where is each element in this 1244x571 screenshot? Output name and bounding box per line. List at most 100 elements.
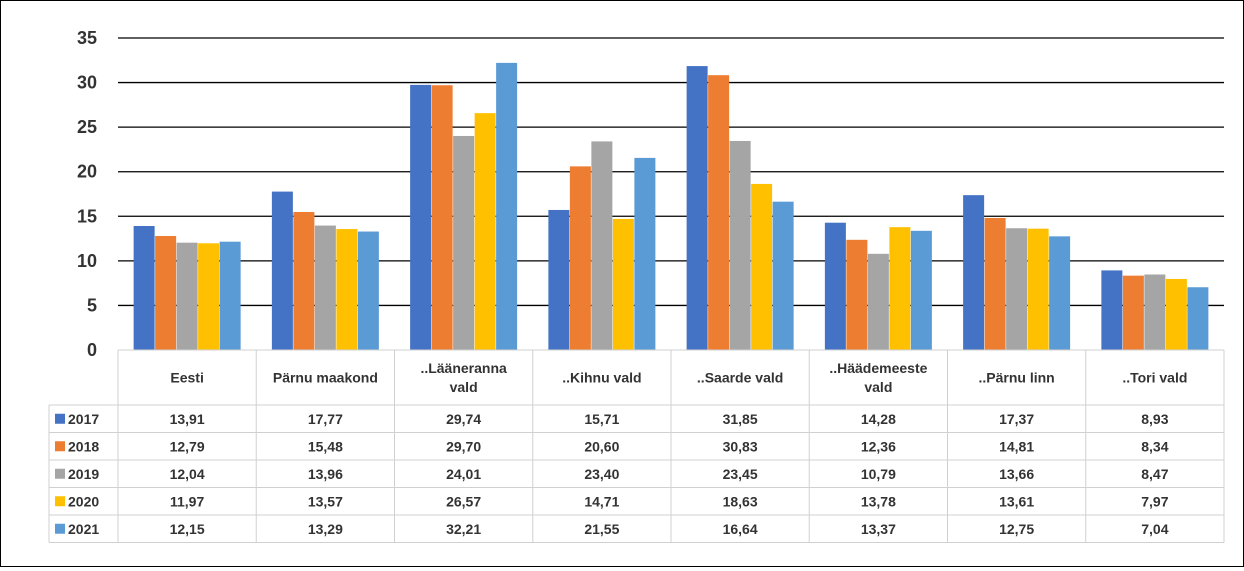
data-label: 17,77 (308, 411, 343, 427)
legend-label: 2019 (68, 466, 99, 482)
data-label: 15,48 (308, 438, 343, 454)
bar (1049, 236, 1071, 350)
data-label: 16,64 (723, 521, 758, 537)
bar (548, 209, 570, 350)
category-label: vald (450, 379, 478, 395)
data-label: 13,37 (861, 521, 896, 537)
bar (889, 227, 911, 350)
bar (176, 242, 198, 350)
data-label: 7,04 (1141, 521, 1168, 537)
data-label: 13,78 (861, 493, 896, 509)
bar (1027, 228, 1049, 350)
data-label: 13,66 (999, 466, 1034, 482)
legend-label: 2021 (68, 521, 99, 537)
bar (634, 157, 656, 350)
category-label: ..Lääneranna (420, 360, 507, 376)
bar (751, 183, 773, 350)
y-tick-label: 15 (77, 206, 97, 226)
bar (729, 140, 751, 350)
data-label: 32,21 (446, 521, 481, 537)
legend-key (55, 496, 65, 507)
bar (708, 75, 730, 350)
bar (453, 135, 475, 350)
y-tick-label: 10 (77, 251, 97, 271)
y-tick-label: 20 (77, 162, 97, 182)
legend-label: 2017 (68, 411, 99, 427)
data-label: 14,71 (584, 493, 619, 509)
bar (155, 235, 177, 350)
legend-key (55, 468, 65, 479)
bar (984, 217, 1006, 350)
bar (219, 241, 241, 350)
data-label: 14,28 (861, 411, 896, 427)
data-label: 7,97 (1141, 493, 1168, 509)
data-label: 13,57 (308, 493, 343, 509)
data-table: Eesti Pärnu maakond ..Lääneranna vald ..Kihn… (48, 349, 1225, 543)
data-label: 13,61 (999, 493, 1034, 509)
legend-key (55, 523, 65, 534)
data-label: 12,79 (170, 438, 205, 454)
bar (846, 239, 868, 350)
bar (336, 229, 358, 350)
data-label: 13,29 (308, 521, 343, 537)
y-axis-tick-labels: 0 5 10 15 20 25 30 35 (77, 28, 97, 360)
y-tick-label: 5 (87, 295, 97, 315)
bar (1165, 278, 1187, 350)
category-label: ..Häädemeeste (829, 360, 927, 376)
bar (867, 253, 889, 350)
bar (591, 141, 613, 350)
bar (686, 66, 708, 350)
bar (314, 225, 336, 350)
data-label: 30,83 (723, 438, 758, 454)
category-label: ..Kihnu vald (562, 370, 641, 386)
data-label: 31,85 (723, 411, 758, 427)
data-label: 29,74 (446, 411, 481, 427)
bar (772, 201, 794, 350)
category-label: ..Saarde vald (697, 370, 783, 386)
bar (1122, 275, 1144, 350)
bar (824, 222, 846, 350)
bar (496, 62, 518, 351)
data-label: 29,70 (446, 438, 481, 454)
data-label: 26,57 (446, 493, 481, 509)
category-label: vald (864, 379, 892, 395)
data-label: 8,34 (1141, 438, 1168, 454)
data-label: 11,97 (170, 493, 204, 509)
bar (1187, 287, 1209, 350)
data-label: 10,79 (861, 466, 896, 482)
bar (271, 191, 293, 350)
data-label: 12,04 (170, 466, 205, 482)
y-tick-label: 25 (77, 117, 97, 137)
legend-label: 2020 (68, 493, 99, 509)
bar (1006, 228, 1028, 350)
bar (569, 166, 591, 350)
y-tick-label: 35 (77, 28, 97, 48)
data-label: 15,71 (584, 411, 619, 427)
y-tick-label: 30 (77, 73, 97, 93)
bar (1101, 270, 1123, 350)
bar (1144, 274, 1166, 350)
data-label: 14,81 (999, 438, 1034, 454)
bar (910, 230, 932, 350)
bars (133, 62, 1209, 351)
data-label: 12,75 (999, 521, 1034, 537)
data-label: 12,15 (170, 521, 205, 537)
bar (133, 226, 155, 350)
category-label: Eesti (170, 370, 203, 386)
data-label: 21,55 (584, 521, 619, 537)
data-label: 23,45 (723, 466, 758, 482)
bar (293, 212, 315, 350)
data-label: 20,60 (584, 438, 619, 454)
data-label: 17,37 (999, 411, 1034, 427)
y-tick-label: 0 (87, 340, 97, 360)
data-label: 12,36 (861, 438, 896, 454)
category-label: Pärnu maakond (273, 370, 378, 386)
data-label: 24,01 (446, 466, 481, 482)
category-label: ..Tori vald (1122, 370, 1187, 386)
legend-key (55, 441, 65, 452)
legend-label: 2018 (68, 438, 99, 454)
data-label: 13,91 (170, 411, 205, 427)
bar (357, 231, 379, 350)
